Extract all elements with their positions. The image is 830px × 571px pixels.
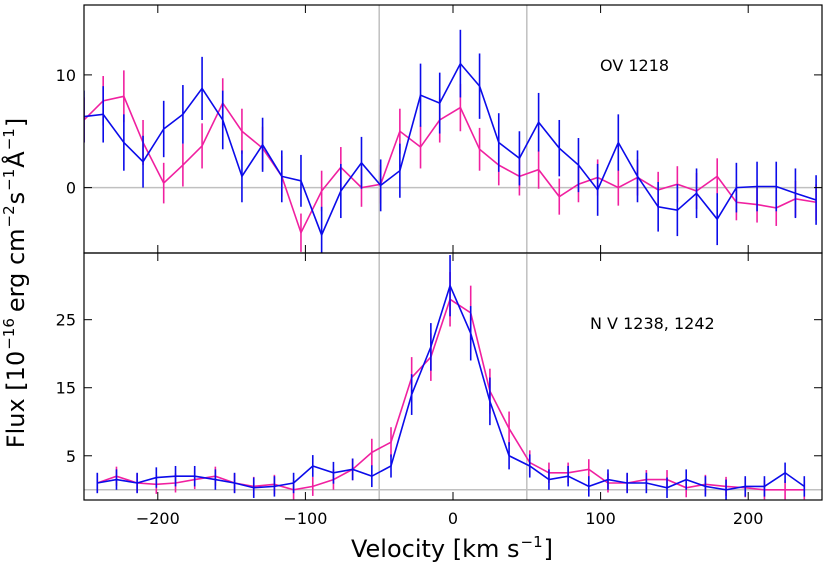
label-part: s <box>2 192 30 205</box>
x-tick-label: −100 <box>283 509 327 528</box>
x-tick-label: −200 <box>136 509 180 528</box>
x-tick-label: 200 <box>733 509 764 528</box>
label-part: Velocity [km s <box>351 535 520 563</box>
label-part: ] <box>544 535 553 563</box>
annotation: N V 1238, 1242 <box>590 314 715 333</box>
x-axis-label: Velocity [km s−1] <box>351 533 553 563</box>
label-part: ] <box>2 118 30 127</box>
y-tick-label: 5 <box>66 447 76 466</box>
plot-area <box>84 5 822 253</box>
label-superscript: −2 <box>0 205 18 227</box>
y-tick-label: 0 <box>66 179 76 198</box>
annotation: OV 1218 <box>600 56 669 75</box>
label-superscript: −1 <box>0 128 18 150</box>
y-tick-label: 15 <box>56 379 76 398</box>
y-tick-label: 25 <box>56 311 76 330</box>
label-part: erg cm <box>2 228 30 312</box>
label-part: Flux [10 <box>2 351 30 448</box>
x-tick-label: 0 <box>448 509 458 528</box>
label-superscript: −16 <box>0 318 18 350</box>
plot-area <box>84 253 822 500</box>
label-part: Å <box>1 151 30 168</box>
label-superscript: −1 <box>0 169 18 191</box>
plot-frame <box>83 252 823 501</box>
series-line <box>84 62 817 238</box>
label-superscript: −1 <box>521 533 543 551</box>
plot-frame <box>83 4 823 254</box>
y-axis-label: Flux [10−16erg cm−2s−1Å−1] <box>0 118 30 448</box>
x-tick-label: 100 <box>585 509 616 528</box>
y-tick-label: 10 <box>56 66 76 85</box>
series-line <box>84 95 817 235</box>
